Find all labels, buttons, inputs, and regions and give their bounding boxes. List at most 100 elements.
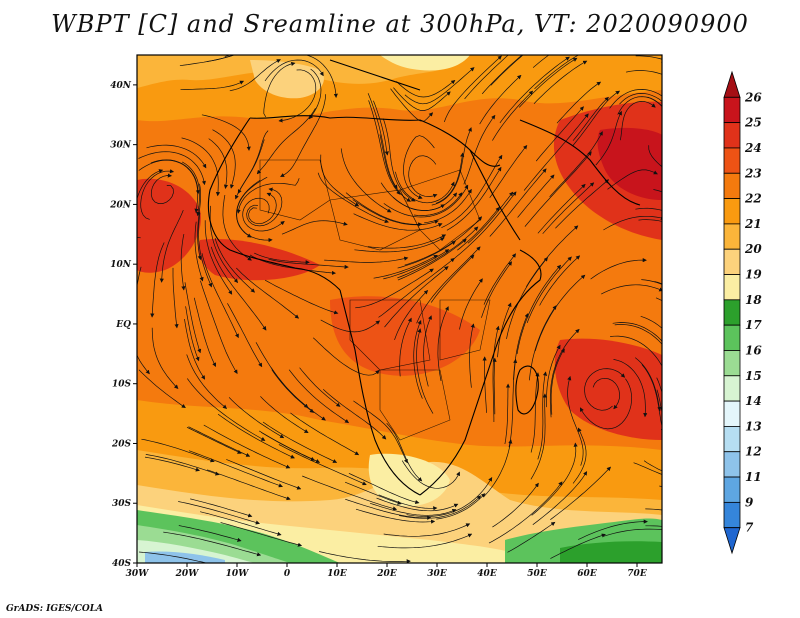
lon-label: 30W bbox=[126, 569, 150, 579]
streamline bbox=[185, 306, 200, 362]
streamline bbox=[383, 249, 450, 280]
colorbar-swatch bbox=[723, 299, 741, 326]
streamline bbox=[656, 377, 662, 394]
streamline bbox=[355, 508, 436, 524]
streamline bbox=[151, 327, 179, 390]
colorbar-label: 15 bbox=[745, 369, 762, 383]
streamline bbox=[208, 138, 229, 189]
streamline bbox=[378, 257, 455, 318]
field-hotter-east bbox=[597, 127, 662, 200]
streamline bbox=[401, 460, 460, 489]
streamline bbox=[549, 328, 580, 418]
streamline bbox=[530, 372, 540, 453]
streamline bbox=[398, 495, 482, 519]
streamline bbox=[248, 192, 277, 225]
lon-label: 30E bbox=[427, 569, 447, 579]
colorbar-label: 13 bbox=[745, 419, 762, 433]
coast-west-africa bbox=[207, 117, 341, 291]
streamline bbox=[435, 152, 465, 204]
streamline bbox=[188, 450, 283, 488]
streamline bbox=[217, 413, 295, 459]
streamline bbox=[532, 471, 588, 525]
streamline bbox=[436, 493, 486, 520]
lon-label: 20W bbox=[175, 569, 200, 579]
colorbar-swatch bbox=[723, 198, 741, 225]
streamline bbox=[403, 135, 435, 199]
colorbar-swatch bbox=[723, 324, 741, 351]
streamline bbox=[392, 196, 446, 211]
streamline bbox=[386, 423, 423, 482]
streamline bbox=[302, 475, 398, 511]
border-6 bbox=[439, 299, 491, 361]
longitude-labels: 30W 20W 10W 0 10E 20E 30E 40E 50E 60E 70E bbox=[126, 563, 647, 579]
streamline bbox=[201, 114, 251, 151]
colorbar-swatch bbox=[723, 400, 741, 427]
colorbar-swatch bbox=[723, 172, 741, 199]
streamline bbox=[187, 378, 266, 441]
streamline bbox=[655, 297, 662, 302]
field-hot-indian bbox=[554, 338, 662, 440]
streamline bbox=[592, 377, 620, 410]
streamline bbox=[555, 179, 610, 229]
streamline bbox=[617, 96, 662, 115]
streamline bbox=[517, 174, 555, 218]
streamline bbox=[228, 397, 285, 439]
streamline bbox=[634, 357, 662, 412]
colorbar-label: 22 bbox=[744, 192, 762, 206]
streamline bbox=[469, 323, 475, 388]
streamline bbox=[532, 55, 550, 68]
streamline bbox=[345, 192, 423, 227]
streamline bbox=[249, 254, 337, 276]
streamline bbox=[212, 129, 236, 189]
streamline bbox=[150, 173, 174, 204]
streamline bbox=[431, 127, 472, 206]
streamline bbox=[180, 80, 245, 91]
streamline bbox=[614, 324, 662, 345]
colorbar-label: 23 bbox=[744, 166, 762, 180]
lat-label: 10S bbox=[112, 380, 132, 390]
streamline bbox=[373, 100, 389, 156]
streamline bbox=[443, 55, 502, 123]
streamline bbox=[492, 325, 500, 422]
streamline bbox=[193, 297, 217, 368]
latitude-labels: 40N 30N 20N 10N EQ 10S 20S 30S 40S bbox=[109, 81, 137, 569]
colorbar-swatch bbox=[723, 476, 741, 503]
streamline bbox=[373, 254, 438, 279]
streamline bbox=[138, 551, 208, 563]
streamline bbox=[178, 525, 242, 542]
streamline bbox=[525, 225, 579, 287]
streamline bbox=[504, 383, 511, 445]
streamline bbox=[317, 172, 389, 224]
streamline bbox=[206, 469, 291, 501]
lat-label: 40N bbox=[110, 81, 132, 91]
streamline bbox=[163, 531, 262, 557]
streamline bbox=[492, 357, 497, 415]
streamline bbox=[150, 159, 201, 195]
coast-mediterranean bbox=[329, 59, 421, 91]
map-title: WBPT [C] and Sreamline at 300hPa, VT: 20… bbox=[51, 10, 749, 38]
streamline bbox=[355, 268, 434, 309]
border-1 bbox=[259, 159, 331, 221]
colorbar-swatch bbox=[723, 147, 741, 174]
coast-east-africa bbox=[419, 249, 542, 496]
streamline bbox=[236, 178, 300, 214]
streamline bbox=[507, 521, 556, 553]
streamline bbox=[299, 367, 341, 407]
field-central bbox=[330, 296, 480, 376]
streamline bbox=[264, 59, 324, 82]
streamline bbox=[610, 335, 662, 367]
streamline bbox=[201, 253, 239, 339]
streamline bbox=[457, 206, 500, 251]
field-hot-west bbox=[137, 178, 201, 273]
streamline bbox=[280, 94, 327, 177]
streamline bbox=[399, 317, 412, 377]
streamline bbox=[416, 328, 434, 414]
streamline bbox=[506, 257, 548, 339]
streamline bbox=[137, 169, 164, 239]
streamline bbox=[416, 246, 481, 324]
streamline bbox=[481, 55, 523, 95]
streamline bbox=[404, 67, 475, 105]
streamline bbox=[204, 220, 233, 295]
streamline bbox=[254, 252, 310, 265]
streamline bbox=[146, 144, 207, 169]
